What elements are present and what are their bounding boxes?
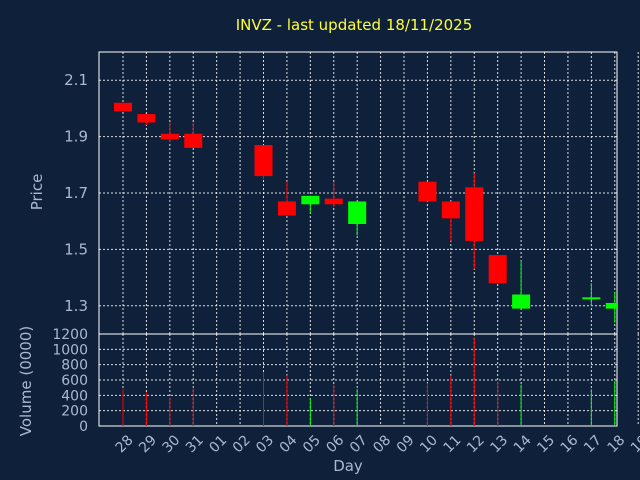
- volume-tick-label: 1200: [52, 327, 88, 343]
- x-tick-label: 15: [534, 432, 558, 456]
- x-tick-label: 16: [558, 432, 582, 456]
- candle-body: [137, 114, 156, 123]
- candle-body: [324, 198, 343, 205]
- candle-body: [582, 297, 601, 300]
- volume-tick-label: 400: [61, 388, 88, 404]
- x-tick-label: 17: [581, 432, 605, 456]
- x-tick-label: 31: [183, 432, 207, 456]
- x-tick-label: 14: [511, 432, 535, 456]
- volume-tick-label: 0: [79, 419, 88, 435]
- volume-panel-frame: [98, 333, 618, 427]
- price-tick-label: 1.5: [64, 240, 88, 258]
- price-tick-label: 2.1: [64, 71, 88, 89]
- candle-body: [254, 145, 273, 177]
- price-axis-label: Price: [28, 174, 46, 211]
- x-tick-label: 04: [277, 432, 301, 456]
- candle-body: [114, 102, 132, 112]
- volume-tick-label: 1000: [52, 342, 88, 358]
- candle-body: [160, 133, 179, 140]
- x-tick-label: 08: [370, 432, 394, 456]
- x-tick-label: 03: [253, 432, 277, 456]
- candle-body: [277, 201, 296, 216]
- volume-tick-label: 600: [61, 373, 88, 389]
- x-tick-label: 29: [136, 432, 160, 456]
- x-tick-label: 11: [441, 432, 465, 456]
- x-tick-label: 18: [604, 432, 628, 456]
- candle-body: [441, 201, 460, 219]
- candle-body: [348, 201, 367, 225]
- price-tick-label: 1.7: [64, 184, 88, 202]
- candle-body: [488, 255, 507, 284]
- x-axis-label: Day: [333, 457, 363, 475]
- x-tick-label: 19: [628, 432, 640, 456]
- chart-title: INVZ - last updated 18/11/2025: [236, 16, 473, 34]
- x-tick-label: 30: [160, 432, 184, 456]
- x-tick-label: 01: [206, 432, 230, 456]
- x-tick-label: 28: [113, 432, 137, 456]
- x-tick-label: 02: [230, 432, 254, 456]
- x-tick-label: 10: [417, 432, 441, 456]
- x-tick-label: 05: [300, 432, 324, 456]
- x-tick-label: 06: [323, 432, 347, 456]
- x-tick-label: 13: [487, 432, 511, 456]
- x-tick-label: 12: [464, 432, 488, 456]
- candle-body: [465, 187, 484, 241]
- x-tick-label: 07: [347, 432, 371, 456]
- volume-axis-label: Volume (0000): [17, 326, 35, 436]
- price-tick-label: 1.9: [64, 128, 88, 146]
- candle-body: [184, 133, 203, 148]
- candle-body: [301, 195, 320, 205]
- volume-tick-label: 800: [61, 358, 88, 374]
- candle-body: [418, 181, 437, 202]
- candle-body: [605, 302, 617, 309]
- x-tick-label: 09: [394, 432, 418, 456]
- volume-tick-label: 200: [61, 404, 88, 420]
- candle-body: [512, 294, 531, 309]
- price-tick-label: 1.3: [64, 297, 88, 315]
